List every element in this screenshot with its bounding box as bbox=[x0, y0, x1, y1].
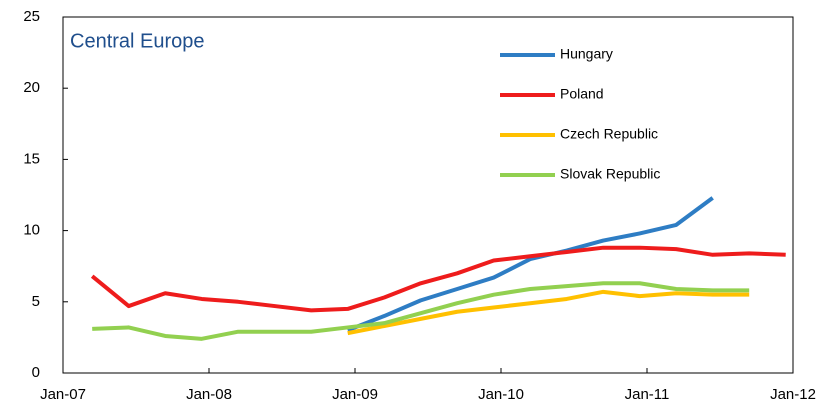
x-tick-label: Jan-12 bbox=[770, 386, 816, 403]
y-tick-label: 15 bbox=[23, 150, 40, 167]
x-tick-label: Jan-07 bbox=[40, 386, 86, 403]
x-tick-label: Jan-11 bbox=[625, 386, 670, 403]
series-line bbox=[347, 289, 750, 336]
legend-label: Poland bbox=[560, 86, 604, 102]
series-line bbox=[92, 281, 750, 341]
y-tick-label: 10 bbox=[23, 222, 40, 239]
y-tick-label: 5 bbox=[32, 293, 40, 310]
legend-label: Hungary bbox=[560, 46, 613, 62]
y-tick-label: 0 bbox=[32, 364, 40, 381]
y-tick-label: 25 bbox=[23, 8, 40, 25]
chart-title: Central Europe bbox=[70, 30, 205, 52]
series-line bbox=[90, 245, 786, 313]
x-tick-label: Jan-10 bbox=[478, 386, 524, 403]
plot-frame bbox=[62, 16, 794, 374]
x-tick-label: Jan-08 bbox=[186, 386, 232, 403]
legend-label: Czech Republic bbox=[560, 126, 658, 142]
y-tick-label: 20 bbox=[23, 79, 40, 96]
series-line bbox=[346, 196, 714, 333]
legend-label: Slovak Republic bbox=[560, 166, 660, 182]
x-tick-label: Jan-09 bbox=[332, 386, 378, 403]
